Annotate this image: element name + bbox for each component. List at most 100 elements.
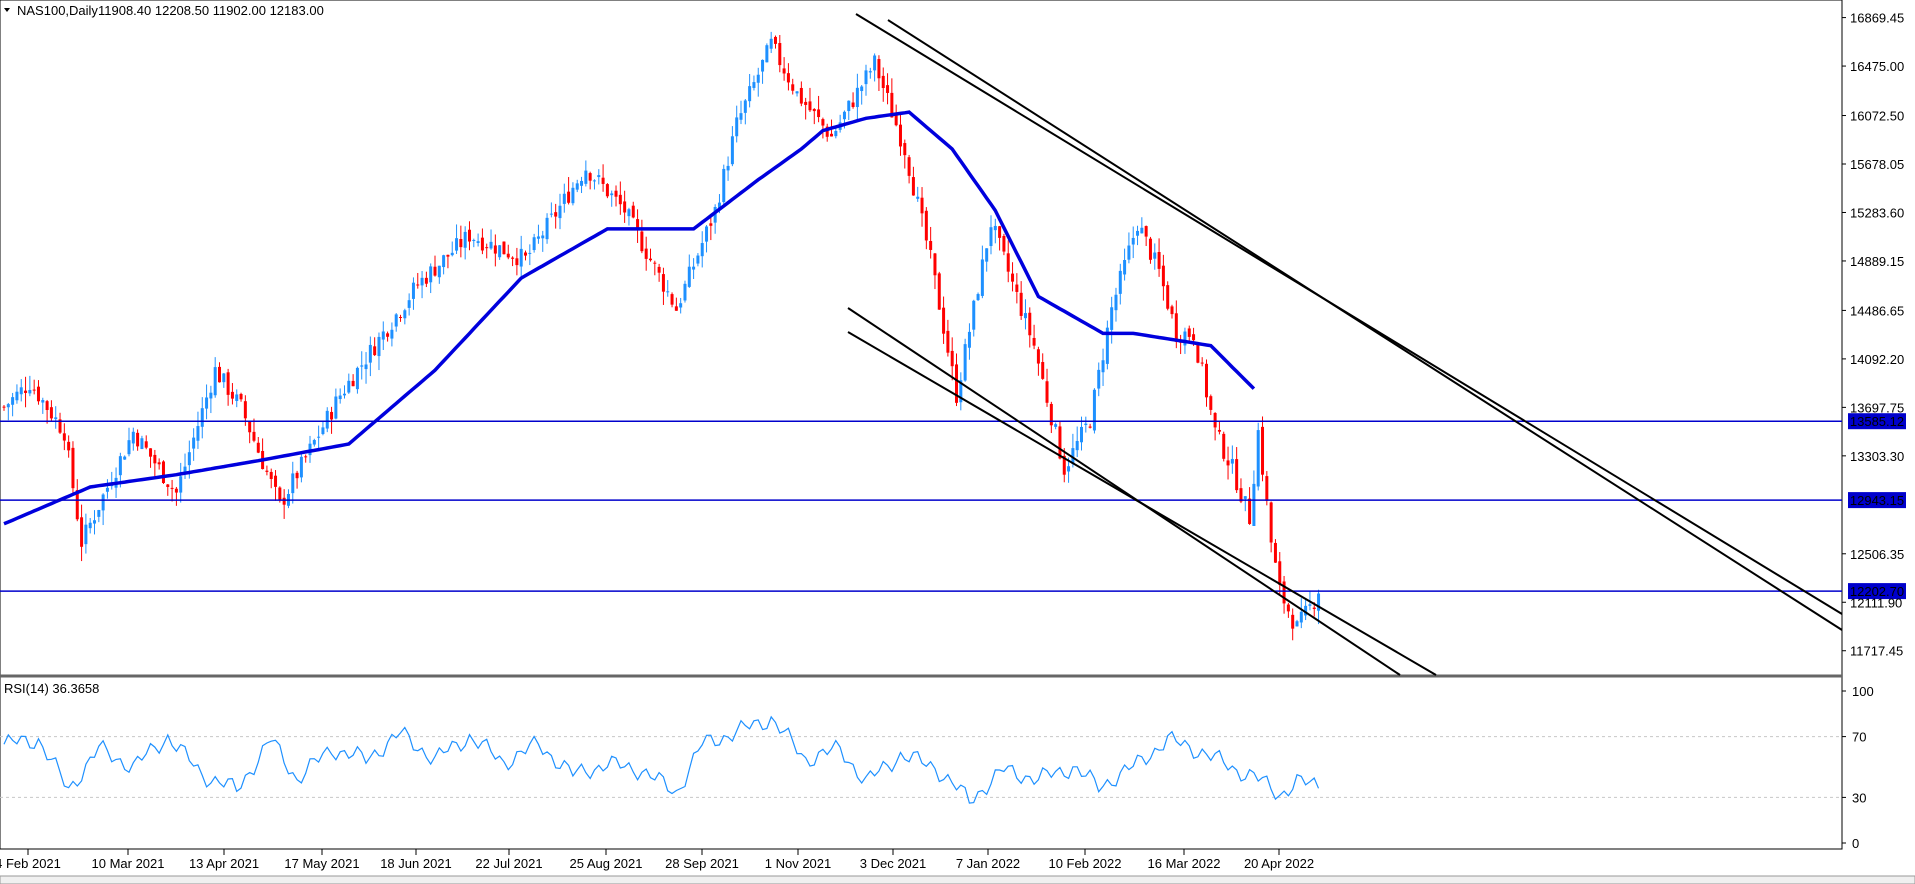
candle-body bbox=[1174, 313, 1178, 342]
candle-body bbox=[476, 241, 480, 243]
horizontal-levels-layer[interactable]: 13585.12 12943.15 12202.70 bbox=[0, 413, 1906, 600]
candle-body bbox=[1273, 542, 1277, 563]
candle-body bbox=[256, 442, 260, 453]
candle-body bbox=[1092, 389, 1096, 431]
candle-body bbox=[437, 265, 441, 278]
candle-body bbox=[209, 392, 213, 399]
candle-body bbox=[756, 74, 760, 83]
candle-body bbox=[360, 365, 364, 367]
candle-body bbox=[890, 92, 894, 118]
candle-body bbox=[1062, 455, 1066, 475]
candle-body bbox=[1230, 458, 1234, 464]
plot-frame bbox=[0, 0, 1843, 850]
candle-body bbox=[381, 331, 385, 340]
candle-body bbox=[1299, 611, 1303, 623]
candle-body bbox=[101, 494, 105, 511]
candle-body bbox=[1105, 327, 1109, 364]
candle-body bbox=[916, 196, 920, 199]
candle-body bbox=[1088, 426, 1092, 428]
candle-body bbox=[32, 389, 36, 391]
candle-body bbox=[1028, 312, 1032, 336]
candle-body bbox=[1252, 483, 1256, 527]
candle-body bbox=[67, 441, 71, 451]
candle-body bbox=[28, 389, 32, 394]
candle-body bbox=[778, 43, 782, 66]
price-tick-label: 13697.75 bbox=[1850, 400, 1904, 415]
bottom-tab-strip[interactable] bbox=[0, 875, 1915, 884]
candle-body bbox=[49, 407, 53, 419]
candle-body bbox=[963, 344, 967, 381]
candle-body bbox=[717, 202, 721, 209]
price-tick-label: 14889.15 bbox=[1850, 254, 1904, 269]
candle-body bbox=[1002, 236, 1006, 252]
candle-body bbox=[911, 177, 915, 196]
candle-body bbox=[334, 396, 338, 419]
candle-body bbox=[713, 206, 717, 223]
candle-body bbox=[683, 283, 687, 301]
candle-body bbox=[1265, 476, 1269, 501]
candle-body bbox=[149, 448, 153, 457]
candle-body bbox=[1015, 284, 1019, 292]
candle-body bbox=[321, 427, 325, 435]
candle-body bbox=[1304, 605, 1308, 616]
candle-body bbox=[45, 401, 49, 411]
candle-body bbox=[1192, 334, 1196, 341]
level-price-tag bbox=[1848, 492, 1906, 509]
candle-body bbox=[373, 346, 377, 356]
candle-body bbox=[1291, 614, 1295, 629]
candle-body bbox=[985, 248, 989, 262]
candle-body bbox=[705, 226, 709, 242]
candle-body bbox=[1261, 426, 1265, 475]
candle-body bbox=[433, 266, 437, 276]
candle-body bbox=[1054, 424, 1058, 427]
candle-body bbox=[812, 108, 816, 112]
candle-body bbox=[903, 143, 907, 156]
date-tick-label: 7 Jan 2022 bbox=[956, 856, 1020, 871]
candle-body bbox=[1058, 426, 1062, 459]
candle-body bbox=[502, 241, 506, 255]
candle-body bbox=[424, 277, 428, 284]
candle-body bbox=[1136, 230, 1140, 236]
candle-body bbox=[1144, 226, 1148, 237]
candle-body bbox=[1157, 251, 1161, 269]
price-tick-label: 15678.05 bbox=[1850, 157, 1904, 172]
trend-channel-line[interactable] bbox=[847, 307, 1401, 676]
candle-body bbox=[1118, 270, 1122, 294]
moving-average-layer bbox=[3, 110, 1256, 526]
rsi-layer bbox=[0, 715, 1842, 804]
price-tick-label: 16869.45 bbox=[1850, 11, 1904, 26]
candle-body bbox=[959, 380, 963, 403]
candle-body bbox=[722, 168, 726, 203]
candle-body bbox=[174, 488, 178, 493]
candle-body bbox=[773, 36, 777, 44]
candle-body bbox=[674, 306, 678, 311]
candle-body bbox=[429, 266, 433, 283]
candle-body bbox=[799, 87, 803, 104]
candle-body bbox=[1036, 349, 1040, 364]
candle-body bbox=[769, 38, 773, 49]
candle-body bbox=[97, 509, 101, 517]
candle-body bbox=[942, 307, 946, 334]
candle-body bbox=[528, 252, 532, 254]
candle-body bbox=[752, 82, 756, 88]
candle-body bbox=[41, 400, 45, 403]
trend-channel-line[interactable] bbox=[847, 331, 1437, 676]
trend-channel-layer[interactable] bbox=[847, 13, 1843, 676]
rsi-line bbox=[3, 715, 1320, 804]
moving-average-line bbox=[3, 110, 1256, 526]
date-tick-label: 18 Jun 2021 bbox=[380, 856, 452, 871]
candle-body bbox=[480, 237, 484, 251]
candle-body bbox=[661, 274, 665, 292]
chart-menu-arrow-icon[interactable] bbox=[4, 8, 10, 12]
candle-body bbox=[54, 417, 58, 420]
candle-body bbox=[571, 187, 575, 204]
candle-body bbox=[562, 193, 566, 204]
candle-body bbox=[601, 177, 605, 184]
candle-body bbox=[136, 432, 140, 447]
candle-body bbox=[498, 245, 502, 258]
trend-channel-line[interactable] bbox=[887, 19, 1843, 631]
level-price-tag bbox=[1848, 583, 1906, 600]
candle-body bbox=[830, 133, 834, 137]
price-tick-label: 16475.00 bbox=[1850, 59, 1904, 74]
